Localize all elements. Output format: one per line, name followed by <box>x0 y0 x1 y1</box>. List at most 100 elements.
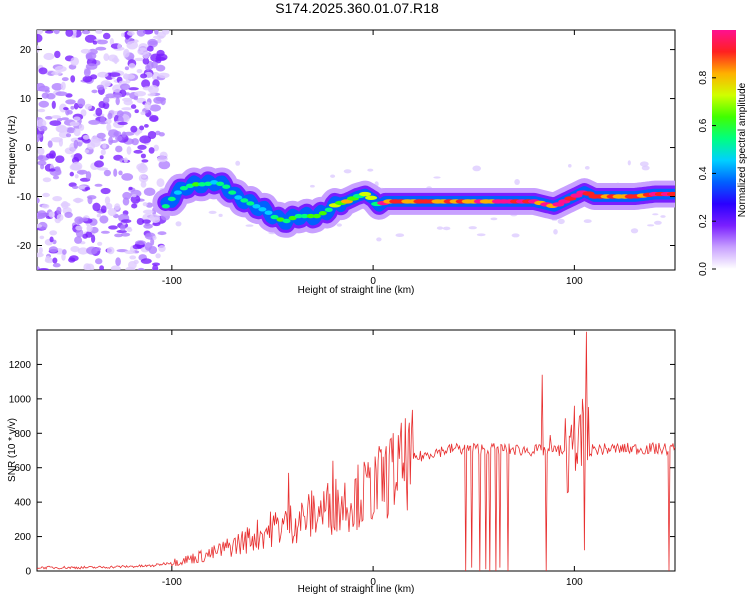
noise-blob <box>143 223 153 229</box>
noise-blob <box>103 169 111 177</box>
spectrogram-x-ticks: -100 0 100 <box>162 30 583 287</box>
noise-blob <box>139 125 145 131</box>
noise-blob <box>52 257 58 264</box>
noise-blob <box>40 164 45 170</box>
noise-blob <box>155 56 166 61</box>
ridge-core <box>258 207 267 212</box>
noise-blob <box>84 149 90 153</box>
noise-blob <box>102 143 107 149</box>
noise-blob <box>52 175 60 180</box>
noise-blob <box>148 246 158 254</box>
noise-blob <box>41 204 50 209</box>
noise-blob <box>115 135 123 142</box>
ridge-core <box>365 195 378 200</box>
noise-blob <box>140 181 147 188</box>
noise-blob <box>105 93 116 99</box>
noise-blob <box>145 234 152 238</box>
noise-blob <box>70 105 75 110</box>
noise-blob <box>208 210 217 214</box>
tick-label: 400 <box>14 498 31 509</box>
noise-blob <box>310 184 315 188</box>
noise-blob <box>137 267 145 270</box>
noise-blob <box>142 57 150 65</box>
noise-blob <box>134 109 139 114</box>
noise-blob <box>140 258 152 264</box>
tick-label: 0 <box>370 577 376 588</box>
noise-blob <box>75 228 84 238</box>
noise-blob <box>151 216 161 223</box>
noise-blob <box>115 97 120 106</box>
noise-blob <box>85 231 93 238</box>
noise-blob <box>37 147 45 156</box>
noise-blob <box>90 74 98 80</box>
noise-blob <box>73 139 79 149</box>
noise-blob <box>343 169 352 174</box>
noise-blob <box>156 49 165 57</box>
tick-label: -20 <box>17 241 32 252</box>
noise-blob <box>367 168 374 172</box>
noise-blob <box>38 100 49 108</box>
tick-label: 1000 <box>9 394 32 405</box>
colorbar-tick-label: 0.8 <box>698 70 709 84</box>
noise-blob <box>96 167 109 171</box>
noise-blob <box>84 103 92 110</box>
noise-blob <box>97 71 109 78</box>
noise-blob <box>158 245 166 252</box>
noise-blob <box>147 131 157 139</box>
ridge-core <box>667 191 675 197</box>
noise-blob <box>103 96 110 104</box>
noise-blob <box>100 230 110 234</box>
noise-blob <box>72 198 84 203</box>
noise-blob <box>86 246 98 255</box>
noise-blob <box>436 226 444 230</box>
noise-blob <box>83 68 91 77</box>
noise-blob <box>82 135 90 140</box>
noise-blob <box>92 202 101 212</box>
ridge-core <box>252 204 261 209</box>
noise-blob <box>140 73 148 79</box>
noise-blob <box>568 164 572 168</box>
noise-blob <box>583 219 592 224</box>
noise-blob <box>113 131 122 136</box>
noise-blob <box>130 104 137 109</box>
noise-blob <box>133 149 143 154</box>
ridge-core <box>312 213 321 219</box>
noise-blob <box>135 240 146 246</box>
noise-blob <box>110 265 121 270</box>
noise-blob <box>149 104 161 112</box>
noise-blob <box>143 187 156 196</box>
noise-blob <box>128 63 136 69</box>
noise-blob <box>109 38 114 46</box>
noise-blob <box>641 165 650 171</box>
tick-label: 10 <box>20 94 32 105</box>
noise-blob <box>95 107 103 117</box>
noise-blob <box>88 119 100 125</box>
noise-blob <box>42 192 50 198</box>
noise-blob <box>627 160 631 166</box>
noise-blob <box>74 236 83 244</box>
noise-blob <box>99 215 109 224</box>
ridge-core <box>294 213 303 219</box>
noise-blob <box>141 175 147 179</box>
ridge-core <box>240 198 249 203</box>
noise-blob <box>37 155 49 161</box>
noise-blob <box>433 176 441 179</box>
noise-blob <box>47 140 53 148</box>
noise-blob <box>152 235 157 240</box>
ridge-core <box>288 215 297 221</box>
tick-label: 200 <box>14 532 31 543</box>
noise-blob <box>96 132 106 139</box>
noise-blob <box>138 43 148 51</box>
noise-blob <box>37 119 47 128</box>
noise-blob <box>156 38 162 44</box>
noise-blob <box>66 127 76 134</box>
noise-blob <box>95 247 102 252</box>
noise-blob <box>85 63 98 70</box>
noise-blob <box>123 48 130 58</box>
noise-blob <box>130 195 141 204</box>
tick-label: -10 <box>17 192 32 203</box>
spectrogram-x-axis-label: Height of straight line (km) <box>298 285 415 296</box>
noise-blob <box>336 223 342 227</box>
